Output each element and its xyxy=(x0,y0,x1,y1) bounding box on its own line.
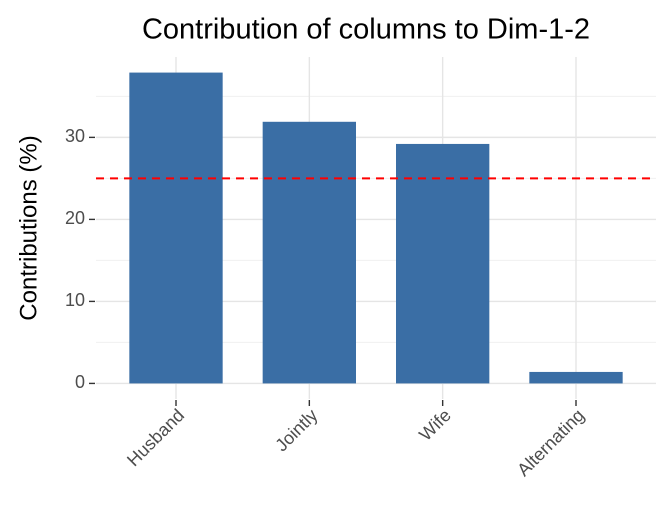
y-tick-label: 0 xyxy=(75,372,85,392)
y-tick-label: 10 xyxy=(65,290,85,310)
x-tick-label: Alternating xyxy=(513,405,588,480)
bar xyxy=(529,371,623,384)
bar xyxy=(129,72,223,384)
x-tick-label: Jointly xyxy=(271,405,321,455)
x-tick-label: Wife xyxy=(415,405,455,445)
chart-title: Contribution of columns to Dim-1-2 xyxy=(142,14,590,46)
x-tick-label: Husband xyxy=(123,405,188,470)
bar xyxy=(262,121,356,384)
y-axis-label: Contributions (%) xyxy=(15,135,42,320)
y-tick-label: 20 xyxy=(65,208,85,228)
y-tick-label: 30 xyxy=(65,126,85,146)
bar xyxy=(396,143,490,384)
